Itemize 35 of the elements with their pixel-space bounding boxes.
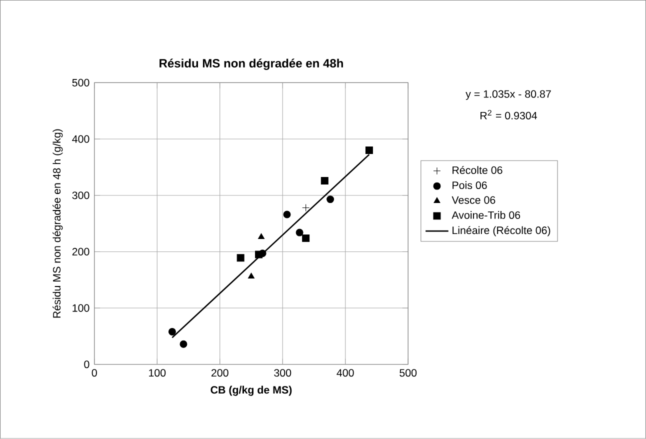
- chart-title: Résidu MS non dégradée en 48h: [160, 58, 343, 70]
- point: [168, 328, 176, 336]
- point: [248, 272, 255, 279]
- x-axis-title: CB (g/kg de MS): [210, 386, 292, 396]
- x-tick-label: 500: [400, 369, 417, 377]
- y-tick-label: 200: [72, 248, 90, 256]
- point: [283, 210, 291, 218]
- point: [180, 340, 188, 348]
- x-tick-label: 300: [274, 369, 292, 377]
- y-tick-label: 0: [84, 360, 90, 368]
- point: [365, 146, 373, 154]
- legend-label: Récolte 06: [452, 166, 502, 174]
- point: [326, 196, 334, 204]
- y-tick-label: 500: [72, 79, 90, 87]
- point: [255, 250, 263, 258]
- point: [296, 228, 304, 236]
- point: [302, 204, 310, 212]
- y-tick-label: 100: [72, 304, 90, 312]
- point: [320, 177, 328, 185]
- y-axis-title: Résidu MS non dégradée en 48 h (g/kg): [52, 129, 63, 318]
- x-tick-label: 400: [336, 369, 354, 377]
- text: R$^{2}$ = 0.9304: [480, 110, 538, 120]
- legend-label: Linéaire (Récolte 06): [452, 226, 550, 236]
- legend-label: Pois 06: [452, 181, 487, 190]
- x-tick-label: 200: [212, 369, 228, 377]
- point: [302, 234, 310, 242]
- x-tick-label: 100: [149, 369, 166, 377]
- x-tick-label: 0: [92, 369, 97, 377]
- point: [236, 254, 244, 262]
- y-tick-label: 300: [72, 192, 90, 200]
- legend-label: Vesce 06: [452, 196, 496, 204]
- y-tick-label: 400: [72, 135, 90, 143]
- legend-label: Avoine-Trib 06: [452, 211, 520, 220]
- point: [258, 233, 265, 240]
- text: y = 1.035x - 80.87: [466, 90, 551, 100]
